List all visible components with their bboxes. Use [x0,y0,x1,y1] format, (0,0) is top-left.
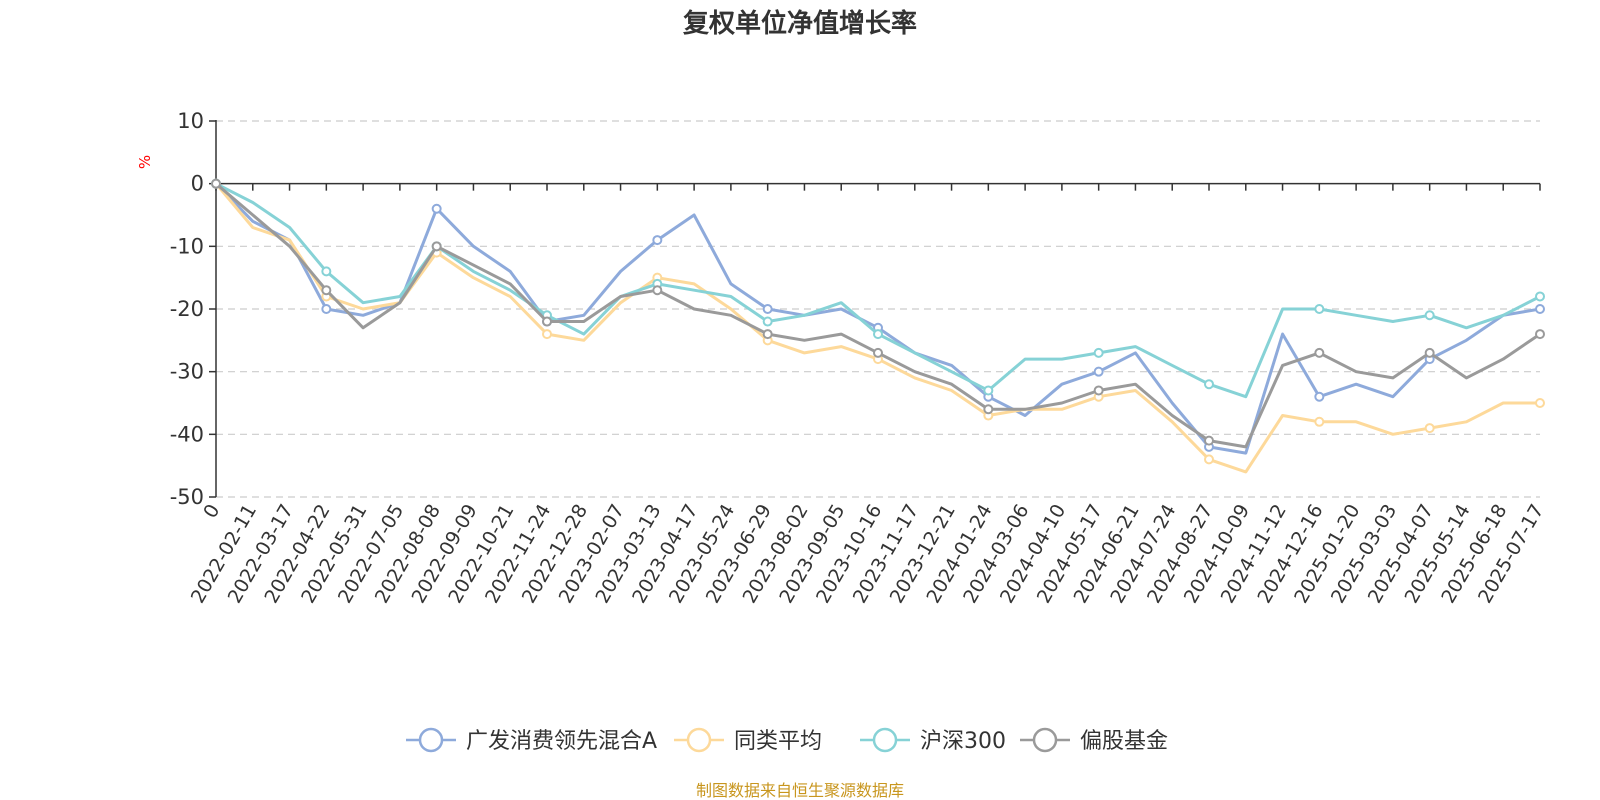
data-point [1535,329,1545,340]
data-point [873,329,883,340]
data-point [1314,304,1325,314]
data-point [431,203,442,214]
data-point [542,316,552,327]
data-point [1093,385,1104,396]
legend-swatch-circle [686,727,712,753]
data-point [1204,454,1214,465]
legend-label: 沪深300 [920,729,1006,754]
legend-swatch-circle [418,727,444,753]
legend[interactable]: 广发消费领先混合A 同类平均 沪深300 偏股基金 [406,727,1168,754]
chart-title: 复权单位净值增长率 [683,8,917,39]
data-point [1093,366,1104,377]
y-tick-label: -10 [170,234,204,258]
data-point [211,178,221,189]
legend-swatch-circle [1032,727,1058,753]
legend-item[interactable]: 偏股基金 [1020,727,1168,754]
legend-label: 偏股基金 [1080,729,1168,754]
legend-item[interactable]: 广发消费领先混合A [406,727,657,754]
data-point [1424,423,1435,434]
series-line [215,182,1541,449]
data-point [762,304,773,314]
data-point [1204,435,1214,446]
data-point [762,316,773,327]
data-point [1535,291,1545,302]
data-point [1314,347,1325,358]
x-tick-label: 0 [199,501,224,522]
y-tick-label: -50 [170,485,204,509]
data-point [321,266,332,277]
y-axis-unit: % [136,155,154,169]
grid-lines [216,120,1540,498]
data-point [762,329,773,340]
data-source-note: 制图数据来自恒生聚源数据库 [696,781,904,800]
data-point [1424,310,1435,321]
y-tick-label: -30 [170,360,204,384]
legend-swatch-circle [872,727,898,753]
data-point [1314,391,1325,402]
y-tick-label: -20 [170,297,204,321]
data-point [542,329,552,340]
x-tick-labels: 02022-02-112022-03-172022-04-222022-05-3… [187,500,1548,607]
legend-label: 同类平均 [734,729,822,754]
data-point [321,304,332,314]
data-point [1204,379,1214,390]
series-lines [211,178,1545,474]
y-tick-label: 10 [177,109,204,133]
data-point [983,404,994,415]
data-point [652,285,663,296]
y-tick-labels: 10 0 -10 -20 -30 -40 -50 [170,109,204,509]
data-point [873,347,883,358]
data-point [1424,347,1435,358]
data-point [652,235,663,246]
data-point [983,385,994,396]
data-point [431,241,442,252]
series-line [214,182,1541,455]
legend-label: 广发消费领先混合A [466,729,657,754]
data-point [321,285,332,296]
legend-item[interactable]: 同类平均 [674,727,822,754]
y-tick-label: 0 [191,172,204,196]
data-point [1314,416,1325,427]
legend-item[interactable]: 沪深300 [860,727,1006,754]
data-point [1093,347,1104,358]
data-point [1535,304,1545,314]
data-point [1535,398,1545,408]
y-tick-label: -40 [170,422,204,446]
